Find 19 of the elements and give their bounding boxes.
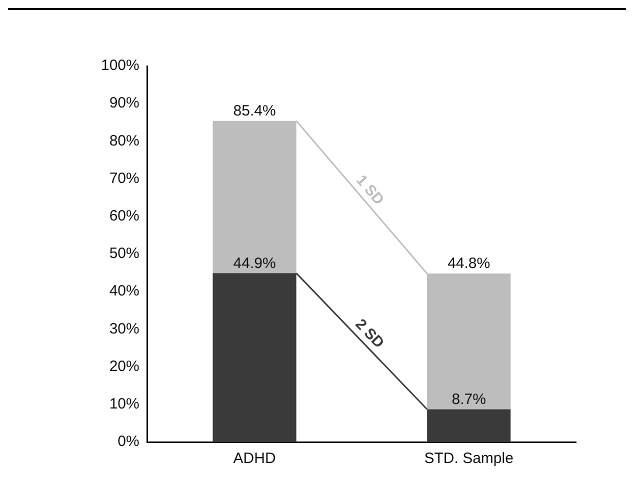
total-label: 44.8%	[448, 255, 490, 272]
text: 2 SD	[352, 316, 388, 352]
y-tick-label: 90%	[109, 94, 140, 112]
data-label: 8.7%	[452, 390, 486, 408]
total-label: 85.4%	[233, 102, 276, 120]
y-tick-label: 50%	[109, 245, 140, 262]
y-tick-label: 0%	[118, 433, 140, 450]
data-label: 44.9%	[233, 254, 276, 272]
y-tick-label: 80%	[109, 132, 140, 150]
x-tick-label: ADHD	[233, 450, 276, 468]
y-tick-label: 100%	[100, 57, 140, 74]
y-tick-label: 70%	[109, 170, 140, 187]
text: 1 SD	[352, 172, 388, 208]
y-tick-label: 30%	[109, 320, 140, 338]
y-tick-label: 20%	[109, 358, 140, 375]
y-tick-label: 60%	[109, 208, 140, 225]
x-tick-label: STD. Sample	[424, 450, 514, 468]
y-tick-label: 40%	[109, 282, 140, 300]
y-tick-label: 10%	[109, 396, 140, 413]
